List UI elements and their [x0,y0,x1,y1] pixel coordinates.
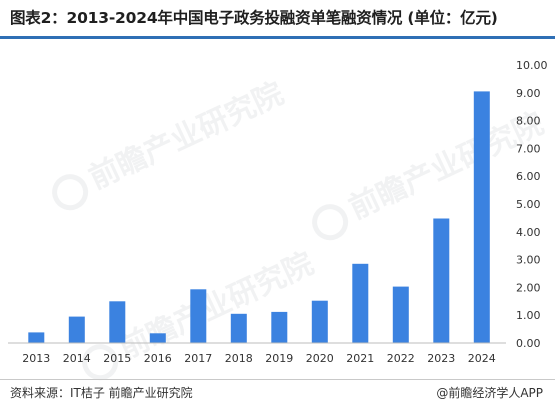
y-tick-labels: 0.00 1.00 2.00 3.00 4.00 5.00 6.00 7.00 8.00 9.00… [516,59,548,350]
x-tick-label: 2016 [144,352,172,365]
bar-2014 [68,316,85,343]
y-tick-label: 0.00 [516,337,541,350]
y-tick-label: 5.00 [516,198,541,211]
x-tick-label: 2024 [468,352,496,365]
bar-2021 [352,263,369,343]
x-tick-label: 2015 [103,352,131,365]
bar-2018 [230,313,247,343]
bar-2022 [392,286,409,343]
bar-2013 [28,332,45,343]
source-note: 资料来源：IT桔子 前瞻产业研究院 [10,386,193,400]
bar-2016 [149,333,166,343]
y-tick-label: 8.00 [516,115,541,128]
y-tick-label: 6.00 [516,170,541,183]
y-tick-label: 7.00 [516,142,541,155]
bar-2023 [433,218,450,343]
x-tick-label: 2021 [346,352,374,365]
bar-2019 [271,311,288,343]
bar-2017 [190,289,207,343]
x-tick-label: 2017 [184,352,212,365]
x-tick-label: 2022 [387,352,415,365]
brand-credit: @前瞻经济学人APP [436,386,543,400]
x-tick-label: 2020 [306,352,334,365]
chart-title: 图表2：2013-2024年中国电子政务投融资单笔融资情况 (单位：亿元) [10,9,498,27]
bar-2024 [473,91,490,344]
title-rule [0,36,555,39]
bar-chart: 2013 2014 2015 2016 2017 2018 2019 2020 2021 2022… [8,59,548,365]
bars-group [28,91,490,344]
y-tick-label: 4.00 [516,226,541,239]
x-tick-label: 2019 [265,352,293,365]
bar-2015 [109,301,126,343]
y-tick-label: 10.00 [516,59,548,72]
x-tick-labels: 2013 2014 2015 2016 2017 2018 2019 2020 2021 2022… [22,352,496,365]
bar-2020 [311,300,328,343]
y-tick-label: 9.00 [516,87,541,100]
x-tick-label: 2018 [225,352,253,365]
x-tick-label: 2014 [63,352,91,365]
x-tick-label: 2023 [427,352,455,365]
footer-rule [0,379,555,380]
x-tick-label: 2013 [22,352,50,365]
y-tick-label: 2.00 [516,281,541,294]
y-tick-label: 1.00 [516,309,541,322]
y-tick-label: 3.00 [516,254,541,267]
